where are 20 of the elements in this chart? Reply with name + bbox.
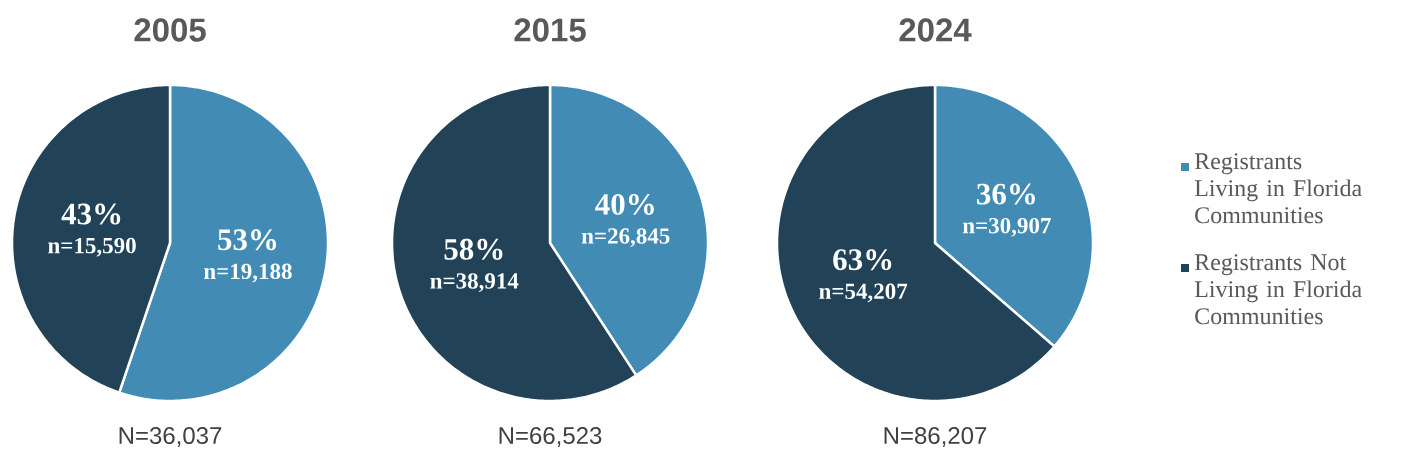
- text: n=54,207: [819, 283, 908, 303]
- text: n=30,907: [962, 217, 1051, 237]
- text: n=38,914: [430, 273, 519, 293]
- text: N=66,523: [499, 427, 602, 447]
- text: n=19,188: [203, 263, 292, 283]
- data-label: 36%: [977, 183, 1035, 205]
- text: n=26,845: [581, 228, 670, 248]
- data-label: 58%: [444, 238, 503, 260]
- chart-title: 2024: [899, 18, 972, 42]
- legend-label: Registrants Not Living in Florida Communities: [1194, 254, 1362, 325]
- text: N=86,207: [884, 427, 987, 447]
- text: N=36,037: [119, 427, 222, 447]
- text: n=15,590: [48, 237, 136, 257]
- data-label: 43%: [61, 203, 121, 225]
- chart-title: 2005: [134, 18, 206, 42]
- data-label: 40%: [595, 193, 654, 215]
- data-label: 63%: [833, 249, 892, 271]
- legend-label: Registrants Living in Florida Communities: [1194, 153, 1362, 224]
- chart-title: 2015: [514, 18, 586, 42]
- data-label: 53%: [218, 229, 277, 251]
